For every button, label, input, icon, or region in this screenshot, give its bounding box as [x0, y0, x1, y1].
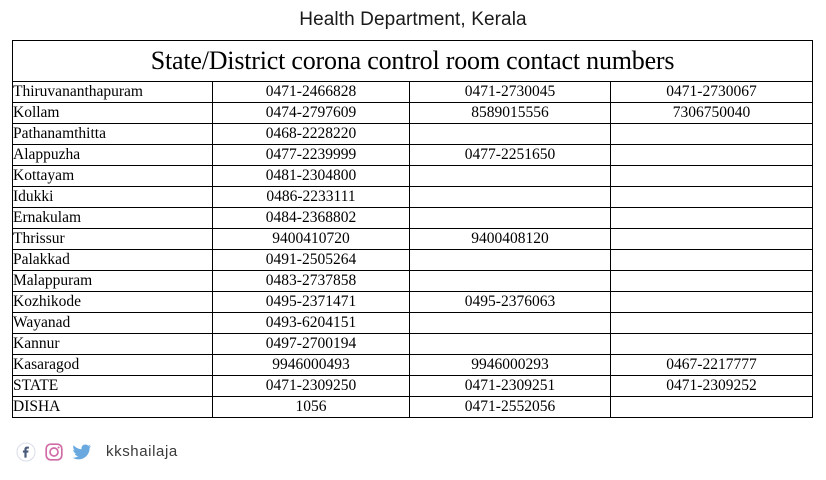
cell-phone-3 — [609, 291, 814, 313]
table-row: Ernakulam 0484-2368802 — [12, 207, 814, 229]
table-header: State/District corona control room conta… — [11, 40, 814, 82]
cell-district: Kannur — [12, 333, 213, 355]
cell-district: Kasaragod — [12, 354, 213, 376]
cell-district: Ernakulam — [12, 207, 213, 229]
table-row: Malappuram 0483-2737858 — [12, 270, 814, 292]
cell-phone-1: 0486-2233111 — [212, 186, 410, 208]
cell-district: Kollam — [12, 102, 213, 124]
cell-phone-3: 0467-2217777 — [609, 354, 814, 376]
cell-district: Kozhikode — [12, 291, 213, 313]
cell-phone-3 — [609, 396, 814, 418]
cell-phone-2: 9400408120 — [409, 228, 611, 250]
table-row: Alappuzha 0477-2239999 0477-2251650 — [12, 144, 814, 166]
cell-district: Thiruvananthapuram — [12, 81, 213, 103]
cell-phone-2: 9946000293 — [409, 354, 611, 376]
table-row: Palakkad 0491-2505264 — [12, 249, 814, 271]
cell-phone-2 — [409, 207, 611, 229]
table-row: DISHA 1056 0471-2552056 — [12, 396, 814, 418]
social-footer: kkshailaja — [12, 440, 178, 464]
cell-phone-2: 0471-2730045 — [409, 81, 611, 103]
cell-district: Kottayam — [12, 165, 213, 187]
cell-phone-2 — [409, 123, 611, 145]
cell-district: Alappuzha — [12, 144, 213, 166]
contact-table-container: State/District corona control room conta… — [11, 40, 814, 418]
table-row: STATE 0471-2309250 0471-2309251 0471-230925… — [12, 375, 814, 397]
table-row: Wayanad 0493-6204151 — [12, 312, 814, 334]
cell-phone-2 — [409, 312, 611, 334]
cell-district: Wayanad — [12, 312, 213, 334]
cell-phone-3 — [609, 249, 814, 271]
table-row: Kannur 0497-2700194 — [12, 333, 814, 355]
cell-phone-2: 0471-2552056 — [409, 396, 611, 418]
cell-district: Idukki — [12, 186, 213, 208]
cell-phone-1: 0481-2304800 — [212, 165, 410, 187]
table-row: Idukki 0486-2233111 — [12, 186, 814, 208]
cell-phone-1: 0483-2737858 — [212, 270, 410, 292]
facebook-icon[interactable] — [12, 440, 40, 464]
cell-district: Pathanamthitta — [12, 123, 213, 145]
cell-phone-3 — [609, 165, 814, 187]
cell-phone-1: 0484-2368802 — [212, 207, 410, 229]
twitter-icon[interactable] — [68, 440, 96, 464]
cell-phone-2 — [409, 249, 611, 271]
instagram-icon[interactable] — [40, 440, 68, 464]
cell-phone-3 — [609, 312, 814, 334]
cell-district: Thrissur — [12, 228, 213, 250]
cell-district: DISHA — [12, 396, 213, 418]
table-row: Pathanamthitta 0468-2228220 — [12, 123, 814, 145]
table-body: Thiruvananthapuram 0471-2466828 0471-27300… — [12, 81, 814, 418]
page-title: Health Department, Kerala — [299, 9, 527, 30]
table-row: Thiruvananthapuram 0471-2466828 0471-27300… — [12, 81, 814, 103]
cell-phone-3 — [609, 333, 814, 355]
cell-phone-3 — [609, 123, 814, 145]
cell-phone-1: 0471-2466828 — [212, 81, 410, 103]
cell-phone-3 — [609, 144, 814, 166]
cell-phone-2: 0495-2376063 — [409, 291, 611, 313]
contact-table: State/District corona control room conta… — [11, 40, 814, 418]
cell-phone-1: 0493-6204151 — [212, 312, 410, 334]
cell-phone-1: 0468-2228220 — [212, 123, 410, 145]
table-row: Kottayam 0481-2304800 — [12, 165, 814, 187]
cell-phone-3 — [609, 207, 814, 229]
cell-phone-3 — [609, 228, 814, 250]
table-row: Kollam 0474-2797609 8589015556 7306750040 — [12, 102, 814, 124]
cell-phone-2: 0477-2251650 — [409, 144, 611, 166]
cell-phone-2: 0471-2309251 — [409, 375, 611, 397]
cell-district: STATE — [12, 375, 213, 397]
cell-phone-1: 0497-2700194 — [212, 333, 410, 355]
cell-phone-1: 0495-2371471 — [212, 291, 410, 313]
table-row: Kozhikode 0495-2371471 0495-2376063 — [12, 291, 814, 313]
cell-district: Malappuram — [12, 270, 213, 292]
cell-phone-2 — [409, 270, 611, 292]
cell-phone-2 — [409, 333, 611, 355]
social-handle[interactable]: kkshailaja — [106, 443, 178, 460]
table-row: Kasaragod 9946000493 9946000293 0467-221777… — [12, 354, 814, 376]
cell-phone-1: 0477-2239999 — [212, 144, 410, 166]
table-title: State/District corona control room conta… — [11, 40, 814, 82]
cell-phone-2: 8589015556 — [409, 102, 611, 124]
cell-phone-1: 9946000493 — [212, 354, 410, 376]
cell-phone-3 — [609, 270, 814, 292]
cell-phone-2 — [409, 186, 611, 208]
cell-phone-3: 0471-2309252 — [609, 375, 814, 397]
cell-phone-1: 0471-2309250 — [212, 375, 410, 397]
cell-phone-1: 0491-2505264 — [212, 249, 410, 271]
cell-phone-3 — [609, 186, 814, 208]
cell-phone-1: 0474-2797609 — [212, 102, 410, 124]
table-row: Thrissur 9400410720 9400408120 — [12, 228, 814, 250]
cell-phone-1: 9400410720 — [212, 228, 410, 250]
cell-phone-1: 1056 — [212, 396, 410, 418]
cell-phone-3: 0471-2730067 — [609, 81, 814, 103]
cell-district: Palakkad — [12, 249, 213, 271]
cell-phone-2 — [409, 165, 611, 187]
cell-phone-3: 7306750040 — [609, 102, 814, 124]
